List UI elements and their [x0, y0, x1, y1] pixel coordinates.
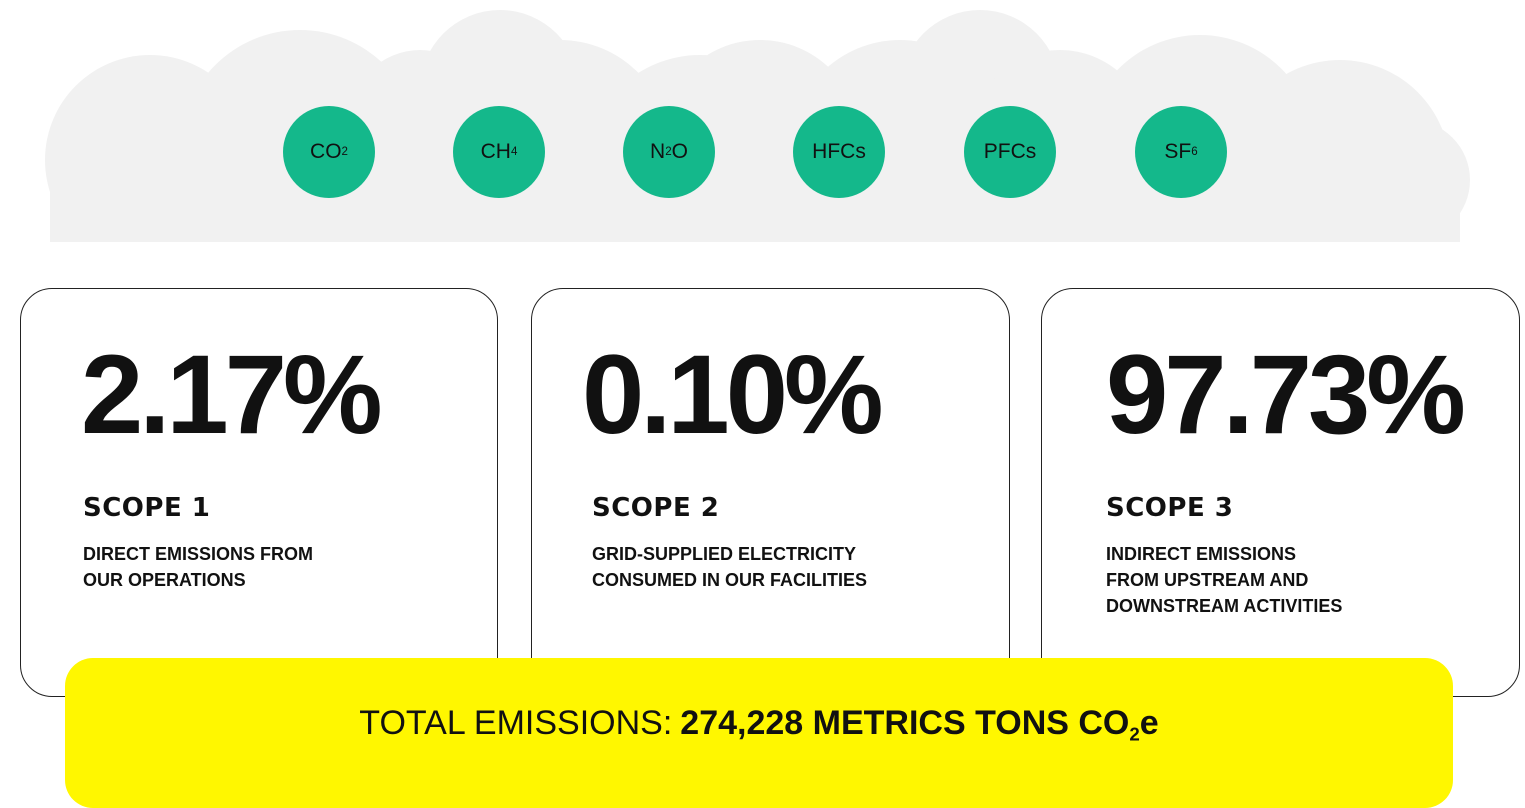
gas-label: PFCs	[984, 140, 1037, 164]
gas-label: CO	[310, 140, 342, 164]
total-text: TOTAL EMISSIONS:274,228 METRICS TONS CO2…	[65, 704, 1453, 746]
total-subscript: 2	[1129, 724, 1139, 745]
scope-share: 2.17%	[81, 339, 379, 451]
gas-subscript: 6	[1191, 146, 1197, 158]
gas-badge: HFCs	[793, 106, 885, 198]
description-line: DOWNSTREAM ACTIVITIES	[1106, 593, 1342, 619]
gas-subscript: 2	[342, 146, 348, 158]
gas-label: N	[650, 140, 665, 164]
description-line: CONSUMED IN OUR FACILITIES	[592, 567, 867, 593]
gas-label: CH	[481, 140, 511, 164]
gas-label: SF	[1164, 140, 1191, 164]
description-line: OUR OPERATIONS	[83, 567, 313, 593]
gas-badge: PFCs	[964, 106, 1056, 198]
scope-share: 97.73%	[1106, 339, 1462, 451]
scope-title: SCOPE 2	[592, 493, 719, 523]
description-line: FROM UPSTREAM AND	[1106, 567, 1342, 593]
scope-title: SCOPE 3	[1106, 493, 1233, 523]
description-line: INDIRECT EMISSIONS	[1106, 541, 1342, 567]
gas-subscript: 4	[511, 146, 517, 158]
gas-label: HFCs	[812, 140, 866, 164]
total-suffix: e	[1140, 704, 1159, 742]
total-value: 274,228 METRICS TONS CO2e	[680, 704, 1158, 742]
description-line: DIRECT EMISSIONS FROM	[83, 541, 313, 567]
gas-label: O	[672, 140, 688, 164]
scope-share: 0.10%	[582, 339, 880, 451]
clouds	[0, 0, 1525, 250]
total-banner: TOTAL EMISSIONS:274,228 METRICS TONS CO2…	[65, 658, 1453, 808]
description-line: GRID-SUPPLIED ELECTRICITY	[592, 541, 867, 567]
scope-title: SCOPE 1	[83, 493, 210, 523]
total-amount: 274,228 METRICS TONS CO	[680, 704, 1129, 742]
total-label: TOTAL EMISSIONS:	[359, 704, 672, 742]
